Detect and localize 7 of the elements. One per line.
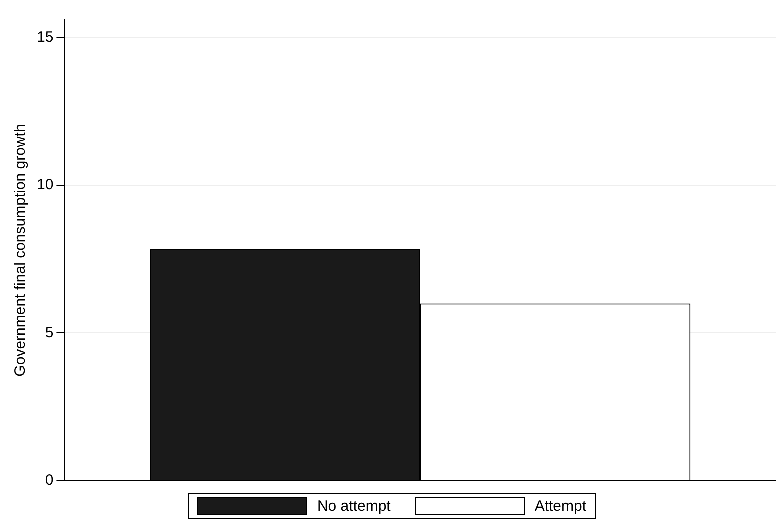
y-tick-label: 15 [36,28,54,46]
y-tick-label: 5 [45,324,54,342]
y-tick-label: 0 [45,472,54,490]
series-label: Attempt [534,498,587,514]
y-tick-label: 10 [36,176,54,194]
y-axis-title: Government final consumption growth [12,124,30,377]
series-label: No attempt [317,498,391,514]
